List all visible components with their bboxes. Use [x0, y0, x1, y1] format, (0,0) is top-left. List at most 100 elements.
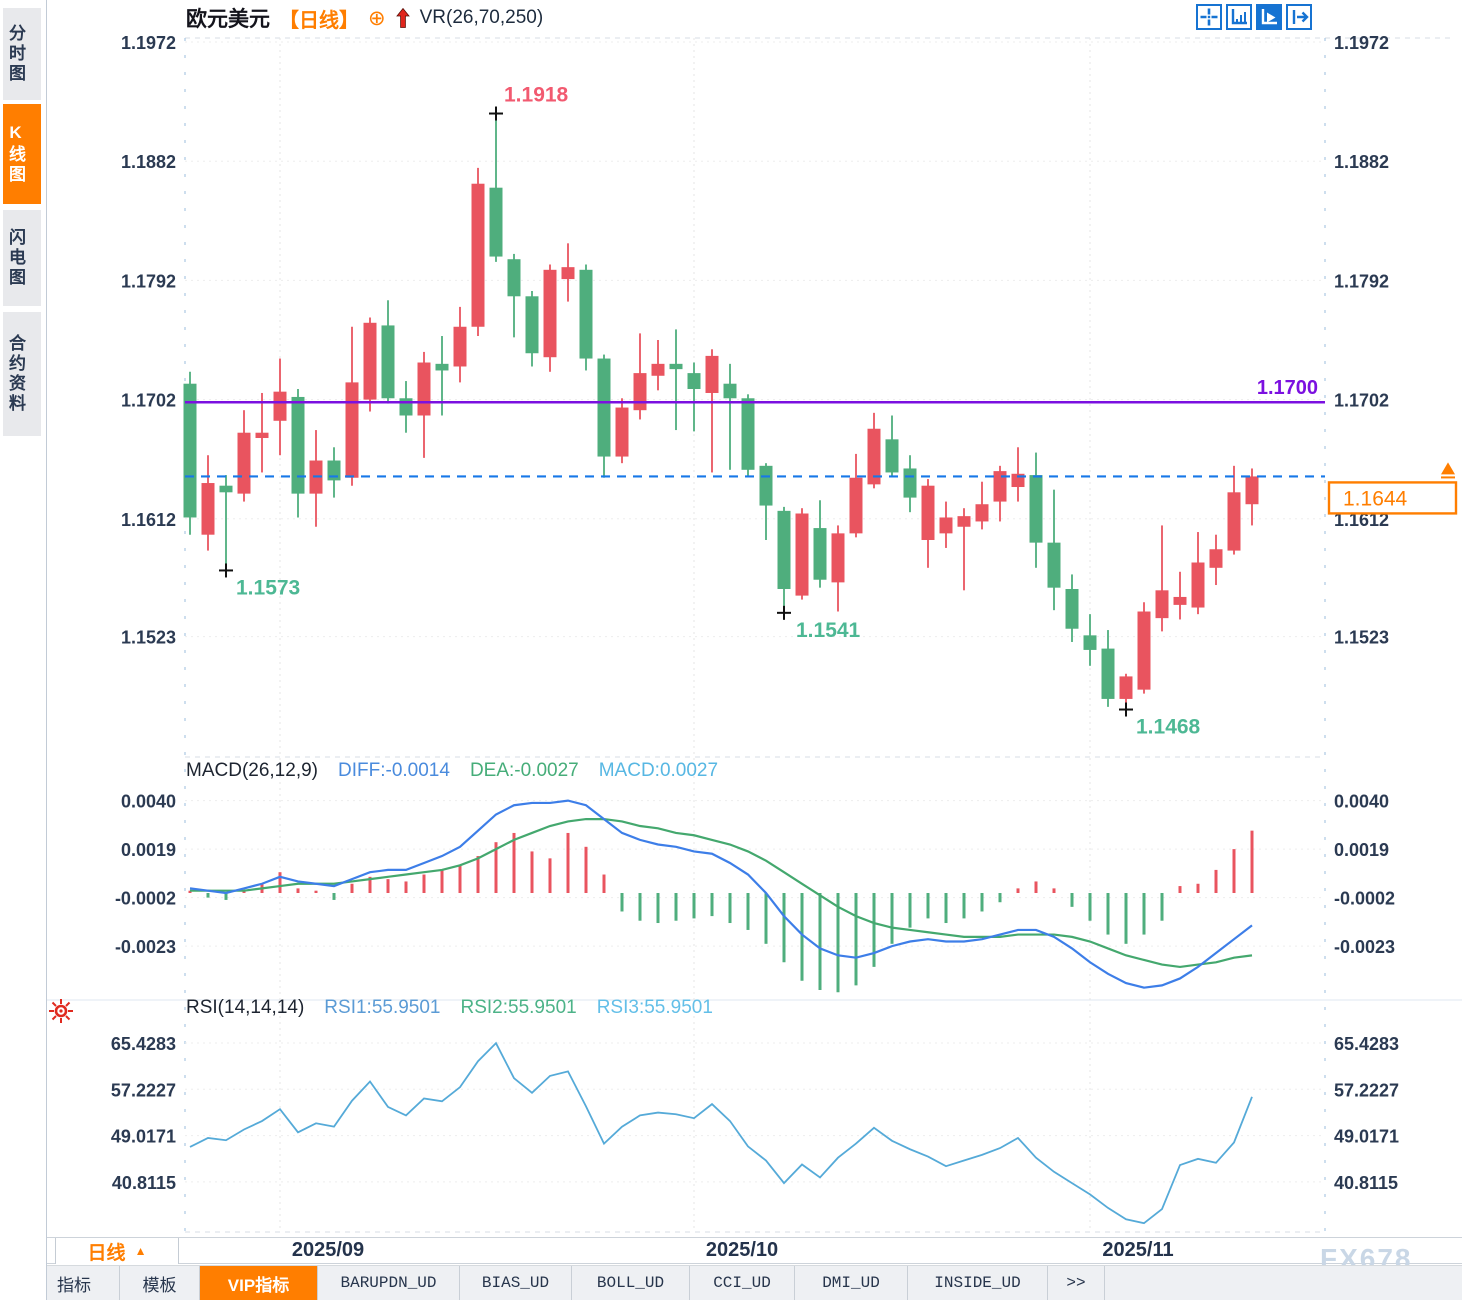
candle-body: [273, 391, 287, 421]
axis-tick-label: 57.2227: [1334, 1080, 1399, 1100]
axis-scale-icon[interactable]: [1226, 4, 1252, 30]
candle-body: [579, 269, 593, 359]
axis-tick-label: -0.0023: [1334, 937, 1395, 957]
axis-tick-label: -0.0002: [115, 889, 176, 909]
pan-right-icon[interactable]: [1286, 4, 1312, 30]
candle-body: [1209, 549, 1223, 568]
candle-body: [1101, 648, 1115, 699]
sidebar-item-time-chart[interactable]: 分时图: [3, 8, 41, 100]
chart-header: 欧元美元 【日线】 ⊕ VR(26,70,250): [186, 3, 543, 33]
last-price-label: 1.1644: [1343, 487, 1408, 510]
axis-tick-label: 57.2227: [111, 1080, 176, 1100]
axis-tick-label: -0.0023: [115, 937, 176, 957]
candle-body: [1119, 676, 1133, 699]
rsi-line: [189, 1041, 1253, 1225]
candle-body: [435, 363, 449, 371]
axis-tick-label: 1.1882: [1334, 152, 1389, 172]
candle-body: [741, 398, 755, 470]
candle-body: [831, 533, 845, 583]
candle-body: [1029, 475, 1043, 543]
candle-body: [597, 358, 611, 457]
candle-body: [507, 259, 521, 297]
tab-inside-ud[interactable]: INSIDE_UD: [908, 1266, 1048, 1300]
candle-body: [903, 468, 917, 498]
candle-body: [471, 183, 485, 327]
candle-body: [759, 465, 773, 506]
rsi2-value: RSI2:55.9501: [460, 997, 577, 1018]
price-annotation: 1.1573: [236, 576, 300, 599]
sidebar-item-contract-info[interactable]: 合约资料: [3, 312, 41, 436]
rsi-header: RSI(14,14,14) RSI1:55.9501 RSI2:55.9501 …: [186, 997, 713, 1019]
sidebar-item-flash-chart[interactable]: 闪电图: [3, 210, 41, 306]
axis-tick-label: 1.1792: [1334, 271, 1389, 291]
rsi-title: RSI(14,14,14): [186, 997, 305, 1018]
candle-body: [669, 363, 683, 370]
macd-macd-value: MACD:0.0027: [598, 760, 719, 781]
add-indicator-icon[interactable]: ⊕: [368, 6, 386, 30]
axis-tick-label: 40.8115: [112, 1173, 176, 1193]
axis-tick-label: 1.1523: [1334, 628, 1389, 648]
xaxis-label-nov: 2025/11: [1102, 1239, 1174, 1261]
crosshair-icon[interactable]: [1196, 4, 1222, 30]
candle-body: [633, 373, 647, 411]
candle-body: [795, 513, 809, 596]
candle-body: [651, 363, 665, 376]
axis-tick-label: 65.4283: [111, 1034, 176, 1054]
axis-tick-label: 65.4283: [1334, 1034, 1399, 1054]
candle-body: [201, 483, 215, 535]
timeframe-label: 【日线】: [279, 9, 359, 32]
candle-body: [813, 528, 827, 580]
candle-body: [1083, 635, 1097, 650]
candle-body: [975, 504, 989, 522]
timeframe-selector[interactable]: 日线 ▲: [55, 1238, 179, 1264]
candle-body: [867, 428, 881, 485]
macd-diff-line: [189, 799, 1253, 989]
candle-body: [381, 325, 395, 399]
macd-dea-value: DEA:-0.0027: [469, 760, 579, 781]
tab-templates[interactable]: 模板: [120, 1266, 200, 1300]
tab-cci-ud[interactable]: CCI_UD: [690, 1266, 795, 1300]
axis-tick-label: 1.1612: [1334, 510, 1389, 530]
candle-body: [885, 439, 899, 473]
tab-vip-indicators[interactable]: VIP指标: [200, 1266, 318, 1300]
tab-barupdn-ud[interactable]: BARUPDN_UD: [318, 1266, 460, 1300]
chart-toolbar: [1196, 4, 1312, 30]
axis-tick-label: 0.0019: [121, 840, 176, 860]
candle-body: [489, 187, 503, 257]
candle-body: [939, 517, 953, 534]
last-price-box: [1327, 481, 1458, 515]
tab-bias-ud[interactable]: BIAS_UD: [460, 1266, 572, 1300]
candle-body: [1173, 596, 1187, 605]
candle-body: [237, 432, 251, 494]
candle-body: [183, 383, 197, 518]
indicator-label: VR(26,70,250): [419, 7, 544, 28]
axis-tick-label: 1.1702: [121, 391, 176, 411]
red-up-arrow-icon[interactable]: [395, 7, 411, 29]
axis-tick-label: 40.8115: [1334, 1173, 1398, 1193]
axis-tick-label: 49.0171: [111, 1127, 176, 1147]
indicator-tab-bar: 指标 模板 VIP指标 BARUPDN_UD BIAS_UD BOLL_UD C…: [0, 1265, 1462, 1300]
macd-header: MACD(26,12,9) DIFF:-0.0014 DEA:-0.0027 M…: [186, 760, 718, 782]
candle-body: [291, 396, 305, 494]
indicator-marker-icon[interactable]: [46, 996, 76, 1031]
xaxis-label-sep: 2025/09: [291, 1239, 365, 1261]
candle-body: [1191, 562, 1205, 608]
candle-body: [453, 326, 467, 367]
axis-play-icon[interactable]: [1256, 4, 1282, 30]
candle-body: [1047, 542, 1061, 588]
price-annotation: 1.1918: [504, 84, 569, 107]
tab-dmi-ud[interactable]: DMI_UD: [795, 1266, 908, 1300]
macd-title: MACD(26,12,9): [186, 760, 318, 781]
timeframe-selector-label: 日线: [87, 1242, 126, 1264]
left-sidebar: 分时图 K线图 闪电图 合约资料: [0, 0, 47, 1300]
candle-body: [1155, 590, 1169, 619]
axis-tick-label: 1.1612: [121, 510, 176, 530]
price-annotation: 1.1468: [1136, 716, 1201, 739]
tab-more[interactable]: >>: [1048, 1266, 1105, 1300]
candle-body: [255, 432, 269, 439]
tab-boll-ud[interactable]: BOLL_UD: [572, 1266, 690, 1300]
candle-body: [687, 373, 701, 390]
sidebar-item-candle-chart[interactable]: K线图: [3, 104, 41, 204]
candle-body: [1227, 492, 1241, 551]
